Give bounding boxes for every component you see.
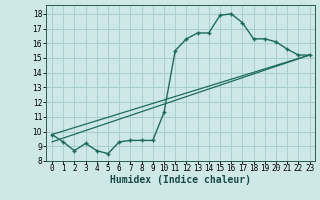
X-axis label: Humidex (Indice chaleur): Humidex (Indice chaleur) xyxy=(110,175,251,185)
